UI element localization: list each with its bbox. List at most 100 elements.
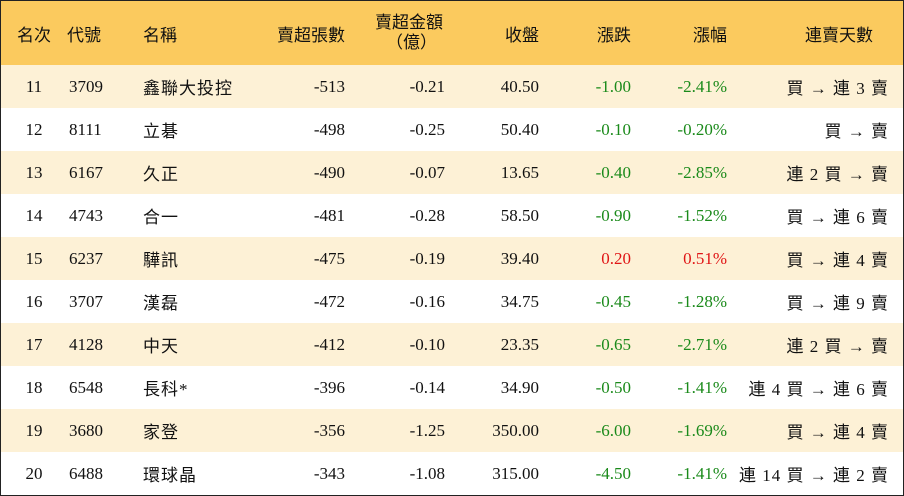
cell-name: 鑫聯大投控 [143, 79, 233, 98]
header-net-sell-amount-line1: 賣超金額 [375, 13, 443, 32]
cell-code: 6548 [69, 377, 103, 397]
cell-net-sell-lots: -412 [313, 334, 345, 354]
cell-net-sell-amount: -0.19 [409, 248, 445, 268]
cell-net-sell-lots: -475 [313, 248, 345, 268]
cell-change: -0.65 [595, 334, 631, 354]
cell-change: -0.10 [595, 119, 631, 139]
cell-change: -4.50 [595, 463, 631, 483]
cell-streak: 買 → 賣 [824, 122, 889, 141]
header-change-pct: 漲幅 [693, 25, 727, 45]
header-streak: 連賣天數 [805, 25, 873, 45]
cell-name: 長科* [143, 380, 189, 399]
cell-name: 驊訊 [143, 251, 179, 270]
cell-close: 23.35 [500, 334, 539, 354]
cell-change: -0.50 [595, 377, 631, 397]
cell-change-pct: -2.85% [677, 162, 727, 182]
cell-close: 34.75 [500, 291, 539, 311]
cell-net-sell-amount: -0.07 [409, 162, 445, 182]
cell-name: 合一 [143, 208, 179, 227]
table-row: 11 3709 鑫聯大投控 -513 -0.21 40.50 -1.00 -2.41% 買 → … [1, 65, 903, 108]
table-header-row: 名次 代號 名稱 賣超張數 賣超金額 （億） 收盤 漲跌 漲幅 連賣天數 [1, 1, 903, 65]
table-row: 13 6167 久正 -490 -0.07 13.65 -0.40 -2.85% 連 2 買 →… [1, 151, 903, 194]
cell-change-pct: -1.28% [677, 291, 727, 311]
cell-net-sell-amount: -0.16 [409, 291, 445, 311]
table-row: 12 8111 立碁 -498 -0.25 50.40 -0.10 -0.20% 買 → 賣 [1, 108, 903, 151]
table-row: 14 4743 合一 -481 -0.28 58.50 -0.90 -1.52% 買 → 連 6… [1, 194, 903, 237]
cell-name: 久正 [143, 165, 179, 184]
cell-net-sell-lots: -481 [313, 205, 345, 225]
table-row: 16 3707 漢磊 -472 -0.16 34.75 -0.45 -1.28% 買 → 連 9… [1, 280, 903, 323]
cell-close: 40.50 [500, 76, 539, 96]
table-row: 18 6548 長科* -396 -0.14 34.90 -0.50 -1.41% 連 4 買 … [1, 366, 903, 409]
cell-code: 4743 [69, 205, 103, 225]
cell-net-sell-lots: -498 [313, 119, 345, 139]
cell-code: 6167 [69, 162, 103, 182]
cell-close: 350.00 [492, 420, 539, 440]
header-code: 代號 [67, 25, 101, 45]
cell-net-sell-lots: -490 [313, 162, 345, 182]
header-change: 漲跌 [597, 25, 631, 45]
cell-close: 315.00 [492, 463, 539, 483]
cell-streak: 買 → 連 4 賣 [786, 423, 889, 442]
cell-net-sell-amount: -0.28 [409, 205, 445, 225]
header-name: 名稱 [143, 25, 177, 45]
header-net-sell-amount-line2: （億） [386, 33, 437, 52]
cell-name: 家登 [143, 423, 179, 442]
cell-streak: 買 → 連 3 賣 [786, 79, 889, 98]
header-net-sell-lots: 賣超張數 [277, 25, 345, 45]
cell-rank: 19 [25, 420, 43, 440]
cell-name: 環球晶 [143, 466, 197, 485]
cell-change-pct: -1.41% [677, 377, 727, 397]
table-row: 15 6237 驊訊 -475 -0.19 39.40 0.20 0.51% 買 → 連 4 賣 [1, 237, 903, 280]
header-net-sell-amount: 賣超金額 （億） [345, 1, 445, 65]
table-row: 17 4128 中天 -412 -0.10 23.35 -0.65 -2.71% 連 2 買 →… [1, 323, 903, 366]
cell-change-pct: -1.41% [677, 463, 727, 483]
cell-net-sell-amount: -0.14 [409, 377, 445, 397]
table-row: 19 3680 家登 -356 -1.25 350.00 -6.00 -1.69% 買 → 連 … [1, 409, 903, 452]
cell-net-sell-amount: -0.21 [409, 76, 445, 96]
cell-rank: 13 [25, 162, 43, 182]
table-row: 20 6488 環球晶 -343 -1.08 315.00 -4.50 -1.41% 連 14 … [1, 452, 903, 495]
cell-streak: 買 → 連 6 賣 [786, 208, 889, 227]
cell-net-sell-amount: -1.08 [409, 463, 445, 483]
cell-net-sell-amount: -0.10 [409, 334, 445, 354]
cell-code: 3707 [69, 291, 103, 311]
cell-rank: 17 [25, 334, 43, 354]
cell-net-sell-lots: -356 [313, 420, 345, 440]
cell-name: 漢磊 [143, 294, 179, 313]
cell-change: -0.90 [595, 205, 631, 225]
cell-code: 3709 [69, 76, 103, 96]
cell-code: 6488 [69, 463, 103, 483]
cell-streak: 買 → 連 4 賣 [786, 251, 889, 270]
cell-rank: 11 [25, 76, 43, 96]
cell-name: 中天 [143, 337, 179, 356]
cell-code: 6237 [69, 248, 103, 268]
cell-name: 立碁 [143, 122, 179, 141]
cell-change: -6.00 [595, 420, 631, 440]
cell-change: -1.00 [595, 76, 631, 96]
cell-change-pct: -2.41% [677, 76, 727, 96]
cell-code: 8111 [69, 119, 102, 139]
cell-net-sell-lots: -396 [313, 377, 345, 397]
cell-rank: 18 [25, 377, 43, 397]
cell-rank: 14 [25, 205, 43, 225]
cell-close: 58.50 [500, 205, 539, 225]
header-rank: 名次 [17, 25, 51, 45]
header-close: 收盤 [505, 25, 539, 45]
cell-close: 13.65 [500, 162, 539, 182]
cell-change-pct: -1.52% [677, 205, 727, 225]
cell-change-pct: -1.69% [677, 420, 727, 440]
cell-rank: 15 [25, 248, 43, 268]
cell-net-sell-lots: -513 [313, 76, 345, 96]
cell-change-pct: -2.71% [677, 334, 727, 354]
cell-change: -0.45 [595, 291, 631, 311]
cell-change-pct: 0.51% [683, 248, 727, 268]
cell-change-pct: -0.20% [677, 119, 727, 139]
cell-close: 39.40 [500, 248, 539, 268]
cell-close: 34.90 [500, 377, 539, 397]
cell-code: 3680 [69, 420, 103, 440]
cell-streak: 連 2 買 → 賣 [786, 165, 889, 184]
cell-change: 0.20 [601, 248, 631, 268]
